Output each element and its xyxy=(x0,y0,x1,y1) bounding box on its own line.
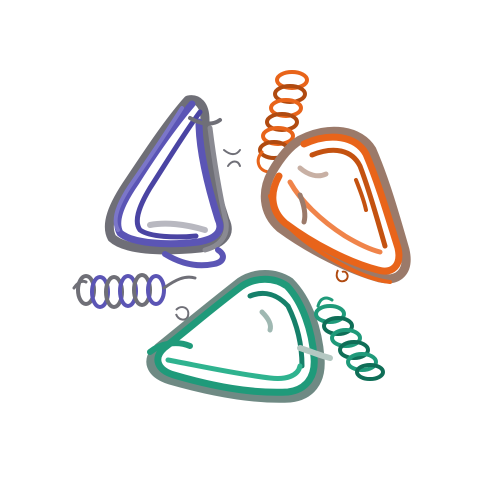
chain-c xyxy=(146,270,385,403)
chain-c-beta-sheet xyxy=(146,270,333,403)
chain-b-beta-sheet xyxy=(260,126,411,284)
chain-a-helix xyxy=(72,273,197,309)
chain-c-helix xyxy=(314,296,385,381)
chain-a-loop xyxy=(175,306,190,321)
chain-a xyxy=(72,95,241,321)
chain-b-loop xyxy=(335,269,349,283)
chain-a-beta-sheet xyxy=(104,95,241,269)
chain-b xyxy=(256,70,411,284)
chain-b-helix xyxy=(256,70,309,174)
